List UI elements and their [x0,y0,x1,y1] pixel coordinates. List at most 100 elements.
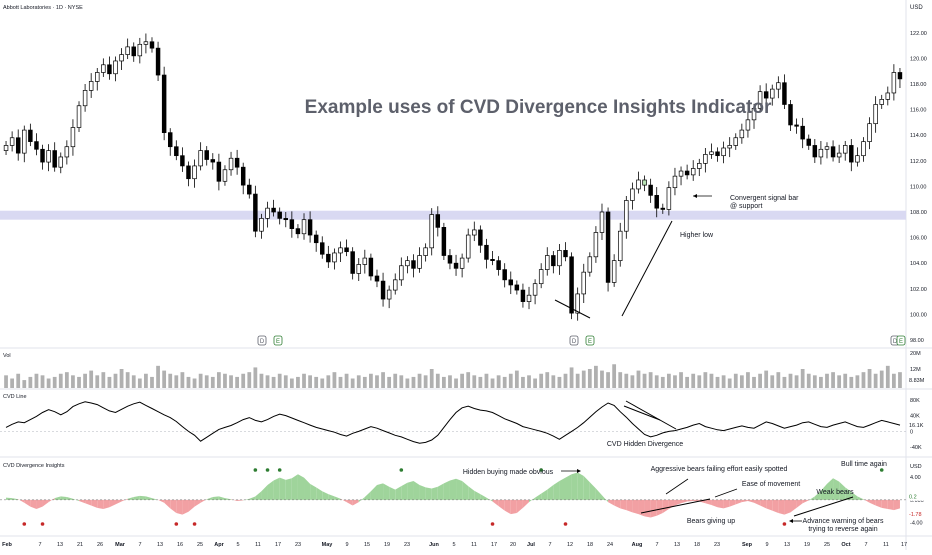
div-negative-segment [887,499,894,511]
candle-body [70,127,76,148]
candle-body [830,146,836,158]
div-negative-segment [194,499,201,507]
candle-body [733,137,739,146]
annotation-aggressive-bears: Aggressive bears failing effort easily s… [651,466,788,473]
volume-bar [642,373,647,388]
time-tick-label: 7 [655,542,658,548]
div-positive-segment [833,478,840,500]
div-positive-segment [127,497,134,500]
candle-body [611,260,617,283]
candle-body [131,46,136,57]
div-negative-segment [182,499,189,515]
volume-bar [466,372,471,388]
volume-bar [10,378,15,388]
candle-body [28,129,33,142]
time-tick-label: 13 [674,542,680,548]
div-positive-segment [814,490,821,500]
price-tick-label: 102.00 [910,287,927,293]
candle-body [338,247,343,254]
candle-body [563,250,568,258]
candle-body [399,265,404,281]
time-tick-label: 17 [275,542,281,548]
div-negative-segment [790,499,797,513]
div-negative-segment [340,498,347,503]
div-negative-segment [103,499,110,509]
div-positive-segment [66,497,73,500]
cvd-tick-label: 80K [910,398,920,404]
volume-bar [563,373,568,388]
div-positive-segment [583,475,590,500]
volume-bar [296,376,300,388]
div-negative-segment [24,499,31,507]
candle-body [879,99,884,105]
volume-bar [441,376,446,388]
div-negative-segment [705,499,712,505]
candle-body [818,148,824,158]
candle-body [508,279,514,286]
div-positive-segment [151,498,159,500]
time-tick-label: Oct [841,542,850,548]
volume-bar [144,373,148,388]
volume-bar [125,372,130,388]
div-tick-label: 0.000 [910,498,924,504]
div-negative-segment [176,499,183,515]
candle-body [198,150,203,167]
annotation-hidden-buying: Hidden buying made obvious [463,469,554,476]
bear-signal-dot [782,522,787,526]
annotation-bull-time: Bull time again [841,461,887,468]
div-negative-segment [170,499,177,513]
volume-bar [253,367,258,388]
volume-bar [879,370,884,388]
bear-signal-dot [192,522,197,526]
candle-body [581,271,586,295]
div-positive-segment [139,495,146,500]
div-negative-segment [522,499,530,508]
volume-bar [119,369,124,388]
divergence-unit-label: USD [910,464,922,470]
price-tick-label: 106.00 [910,236,927,242]
volume-bar [660,376,665,388]
volume-bar [22,380,27,388]
candle-body [836,152,842,158]
candle-body [265,207,270,219]
volume-bar [788,373,793,388]
candle-body [52,150,57,168]
div-negative-segment [614,499,621,509]
time-tick-label: 5 [236,542,239,548]
candle-body [855,155,860,163]
volume-bar [101,372,106,388]
candle-body [575,293,580,314]
aggressive-bears-pointer [665,478,689,495]
div-positive-segment [60,496,67,500]
candle-body [727,145,732,149]
volume-bar [28,376,33,388]
div-positive-segment [6,497,13,500]
candle-body [557,250,562,267]
candle-body [763,91,769,99]
candle-body [538,269,544,285]
div-negative-segment [741,499,748,503]
candle-body [776,82,781,90]
bull-signal-dot [277,468,282,472]
candle-body [326,253,331,263]
support-zone-band [0,210,906,220]
volume-bar [630,375,635,388]
candle-body [58,156,64,168]
candle-body [514,284,520,291]
volume-bar [575,373,580,388]
candle-body [806,138,811,146]
candle-body [441,227,447,256]
candle-body [15,137,21,154]
bear-signal-dot [40,522,45,526]
div-positive-segment [224,498,232,500]
volume-bar [283,375,288,388]
div-positive-segment [820,483,827,500]
time-tick-label: Mar [115,542,126,548]
time-tick-label: 23 [404,542,410,548]
candle-body [253,193,258,232]
price-tick-label: 118.00 [910,82,926,88]
time-tick-label: 7 [548,542,551,548]
candle-body [502,269,507,281]
div-tick-label: 4.00 [910,475,921,481]
